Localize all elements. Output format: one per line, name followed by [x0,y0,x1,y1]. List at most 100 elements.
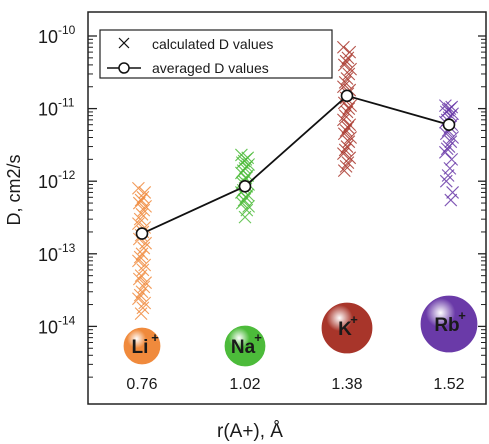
legend-box [99,29,333,79]
y-tick-exponent: -10 [58,23,76,37]
x-marker [134,307,148,321]
x-marker [337,113,350,127]
x-marker [343,118,357,132]
x-marker [239,190,253,204]
legend-x-marker [118,37,130,49]
x-marker [133,250,147,264]
x-marker [138,186,152,199]
x-marker [138,296,152,310]
x-marker [134,193,148,207]
ion-sphere [224,325,266,367]
x-marker [337,164,351,177]
x-marker [440,142,454,156]
legend-label: calculated D values [152,36,273,52]
average-line [141,94,450,235]
x-marker [444,193,458,207]
average-point [135,227,149,240]
scatter-group-li [132,181,152,321]
ion-symbol: Li [132,337,149,358]
x-marker [342,67,356,81]
y-tick-exponent: -14 [58,313,76,327]
radius-label: 1.52 [433,376,464,393]
y-tick-base: 10 [38,245,58,265]
x-marker [344,131,357,144]
ion-rb: Rb+1.52 [420,295,478,393]
y-tick-label: 10 -13 [38,241,76,265]
y-axis-label: D, cm2/s [4,154,24,225]
x-marker [337,127,351,141]
x-marker [343,151,357,165]
x-marker [132,181,145,195]
ion-charge: + [151,330,159,345]
x-marker [137,280,151,294]
x-marker [238,210,252,224]
y-tick-base: 10 [38,172,58,192]
radius-label: 1.38 [331,376,362,393]
x-marker [132,254,145,268]
legend-label: averaged D values [152,60,269,76]
x-marker [446,131,459,144]
ion-symbol: Rb [434,315,459,336]
y-tick-label: 10 -12 [38,168,76,192]
ion-charge: + [350,312,358,327]
x-marker [341,51,355,65]
x-marker [338,109,352,123]
average-point [442,118,456,132]
x-marker [338,75,352,89]
x-axis-label: r(A+), Å [217,421,283,442]
x-marker [135,247,149,261]
x-marker [132,292,145,306]
legend: calculated D values averaged D values [99,29,333,79]
ion-sphere [123,327,161,365]
legend-circle [118,62,130,74]
scatter-group-rb [439,99,459,207]
x-marker [443,162,457,175]
radius-label: 0.76 [126,376,157,393]
y-tick-exponent: -13 [58,241,76,255]
axes [87,11,487,405]
x-marker [339,124,353,137]
x-marker [340,72,354,85]
y-tick-exponent: -11 [58,96,75,110]
x-marker [439,174,453,188]
x-marker [133,288,147,302]
x-marker [446,186,459,199]
ion-charge: + [458,308,466,323]
x-marker [444,135,458,149]
ion-symbol: K [338,319,352,340]
x-marker [342,135,356,149]
x-marker [340,105,354,119]
y-tick-base: 10 [38,317,58,337]
x-marker [342,102,356,115]
average-point [238,180,252,193]
plot-frame [87,11,487,405]
legend-entry-calculated: calculated D values [118,36,273,52]
y-tick-label: 10 -11 [38,96,75,120]
ion-sphere [321,302,373,354]
x-marker [137,203,151,217]
x-marker [338,143,352,157]
x-marker [133,212,147,226]
x-marker [235,196,249,210]
ion-symbol: Na [231,337,256,358]
x-marker [344,62,357,76]
average-point [340,89,354,103]
x-marker [341,156,355,170]
x-marker [341,121,355,134]
radius-label: 1.02 [229,376,260,393]
x-marker [139,199,152,213]
x-marker [337,58,351,72]
x-marker [135,285,149,299]
ion-k: K+1.38 [321,302,373,393]
x-marker [135,207,149,221]
y-tick-label: 10 -10 [38,23,76,47]
x-marker [134,269,148,283]
x-marker [237,193,251,207]
x-marker [337,147,350,160]
x-marker [242,199,255,213]
x-marker [139,276,152,290]
x-marker [445,152,459,166]
